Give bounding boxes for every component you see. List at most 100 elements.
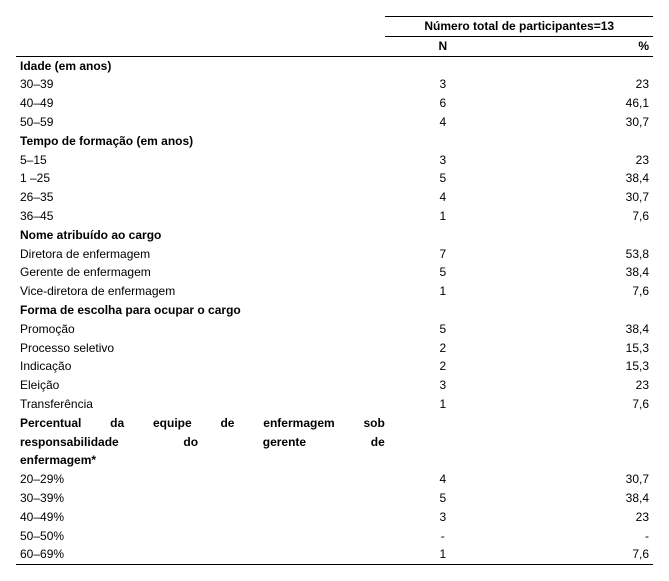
row-pct: 23 [500,376,653,395]
table-row: 5–15323 [16,151,653,170]
row-n: 5 [385,320,500,339]
table-row: 40–49646,1 [16,94,653,113]
row-n: 7 [385,245,500,264]
row-pct: 7,6 [500,395,653,414]
row-n: 3 [385,508,500,527]
section-header: Nome atribuído ao cargo [16,226,653,245]
table-row: 60–69%17,6 [16,545,653,564]
table-row: 50–50%-- [16,527,653,546]
row-label: 60–69% [16,545,385,564]
table-row: 20–29%430,7 [16,470,653,489]
section-header: Percentual da equipe de enfermagem sob [16,414,653,433]
section-header: Tempo de formação (em anos) [16,132,653,151]
section-header: Forma de escolha para ocupar o cargo [16,301,653,320]
row-pct: 30,7 [500,470,653,489]
row-pct: 30,7 [500,113,653,132]
row-pct: 15,3 [500,339,653,358]
table-row: 50–59430,7 [16,113,653,132]
table-row: Transferência17,6 [16,395,653,414]
section-header: responsabilidade do gerente de [16,433,653,452]
row-n: 6 [385,94,500,113]
table-row: Indicação215,3 [16,357,653,376]
row-pct: 38,4 [500,489,653,508]
row-pct: 38,4 [500,169,653,188]
row-label: Eleição [16,376,385,395]
header-row: N% [16,36,653,56]
row-pct: - [500,527,653,546]
row-pct: 7,6 [500,282,653,301]
row-pct: 7,6 [500,545,653,564]
section-label: Tempo de formação (em anos) [16,132,653,151]
row-label: 30–39 [16,75,385,94]
section-label: Idade (em anos) [16,56,653,75]
row-pct: 15,3 [500,357,653,376]
table-row: Processo seletivo215,3 [16,339,653,358]
row-pct: 53,8 [500,245,653,264]
row-label: Vice-diretora de enfermagem [16,282,385,301]
row-label: Processo seletivo [16,339,385,358]
participants-table: Número total de participantes=13N%Idade … [16,16,653,565]
table-row: 30–39323 [16,75,653,94]
table-row: 1 –25538,4 [16,169,653,188]
table-row: 40–49%323 [16,508,653,527]
row-n: 1 [385,545,500,564]
section-header: Idade (em anos) [16,56,653,75]
section-label: Percentual da equipe de enfermagem sob [16,414,653,433]
row-n: - [385,527,500,546]
row-n: 2 [385,339,500,358]
row-pct: 30,7 [500,188,653,207]
row-pct: 38,4 [500,320,653,339]
row-pct: 46,1 [500,94,653,113]
empty-cell [16,17,385,37]
table-title: Número total de participantes=13 [385,17,653,37]
row-n: 1 [385,395,500,414]
table-row: Vice-diretora de enfermagem17,6 [16,282,653,301]
row-n: 5 [385,169,500,188]
row-label: 50–59 [16,113,385,132]
table-row: Diretora de enfermagem753,8 [16,245,653,264]
row-pct: 38,4 [500,263,653,282]
row-label: 1 –25 [16,169,385,188]
row-n: 3 [385,376,500,395]
row-label: 20–29% [16,470,385,489]
row-n: 3 [385,151,500,170]
row-n: 2 [385,357,500,376]
title-row: Número total de participantes=13 [16,17,653,37]
empty-header [16,36,385,56]
col-n-header: N [385,36,500,56]
row-n: 5 [385,489,500,508]
row-label: 5–15 [16,151,385,170]
row-label: 50–50% [16,527,385,546]
table-row: Gerente de enfermagem538,4 [16,263,653,282]
row-pct: 23 [500,75,653,94]
section-label: Forma de escolha para ocupar o cargo [16,301,653,320]
row-n: 1 [385,207,500,226]
row-pct: 23 [500,151,653,170]
row-label: Indicação [16,357,385,376]
row-n: 4 [385,113,500,132]
row-label: Promoção [16,320,385,339]
col-pct-header: % [500,36,653,56]
row-n: 4 [385,470,500,489]
row-n: 4 [385,188,500,207]
row-pct: 7,6 [500,207,653,226]
row-n: 3 [385,75,500,94]
section-label: Nome atribuído ao cargo [16,226,653,245]
row-label: 30–39% [16,489,385,508]
section-label: responsabilidade do gerente de [16,433,653,452]
row-label: Transferência [16,395,385,414]
row-label: 40–49% [16,508,385,527]
row-n: 1 [385,282,500,301]
table-row: 30–39%538,4 [16,489,653,508]
row-label: 26–35 [16,188,385,207]
row-label: 36–45 [16,207,385,226]
table-row: Eleição323 [16,376,653,395]
row-pct: 23 [500,508,653,527]
table-row: Promoção538,4 [16,320,653,339]
row-label: 40–49 [16,94,385,113]
section-label: enfermagem* [16,451,653,470]
row-label: Diretora de enfermagem [16,245,385,264]
table-row: 26–35430,7 [16,188,653,207]
row-label: Gerente de enfermagem [16,263,385,282]
section-header: enfermagem* [16,451,653,470]
